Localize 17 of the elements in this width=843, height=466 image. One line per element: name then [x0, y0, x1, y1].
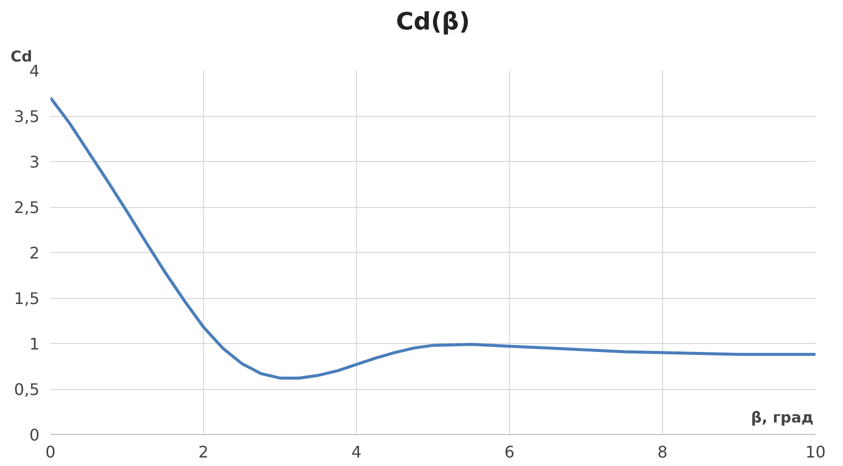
chart-title: Cd(β)	[396, 8, 470, 36]
y-tick-label: 1	[29, 334, 40, 354]
x-tick-label: 0	[45, 442, 56, 462]
y-tick-label: 2	[29, 244, 40, 262]
y-tick-label: 2,5	[14, 198, 40, 217]
x-tick-label: 10	[805, 442, 826, 462]
y-tick-label: 3	[29, 152, 40, 172]
line-series	[50, 96, 816, 380]
x-tick-label: 4	[351, 442, 362, 462]
x-axis-title: β, град	[751, 408, 814, 426]
y-tick-label: 3,5	[14, 107, 40, 126]
y-tick-label: 0,5	[14, 380, 40, 399]
y-tick-label: 1,5	[14, 289, 40, 308]
y-tick-label: 0	[29, 426, 40, 444]
x-tick-label: 2	[198, 442, 209, 462]
x-tick-label: 6	[504, 442, 515, 462]
x-tick-label: 8	[657, 442, 668, 462]
